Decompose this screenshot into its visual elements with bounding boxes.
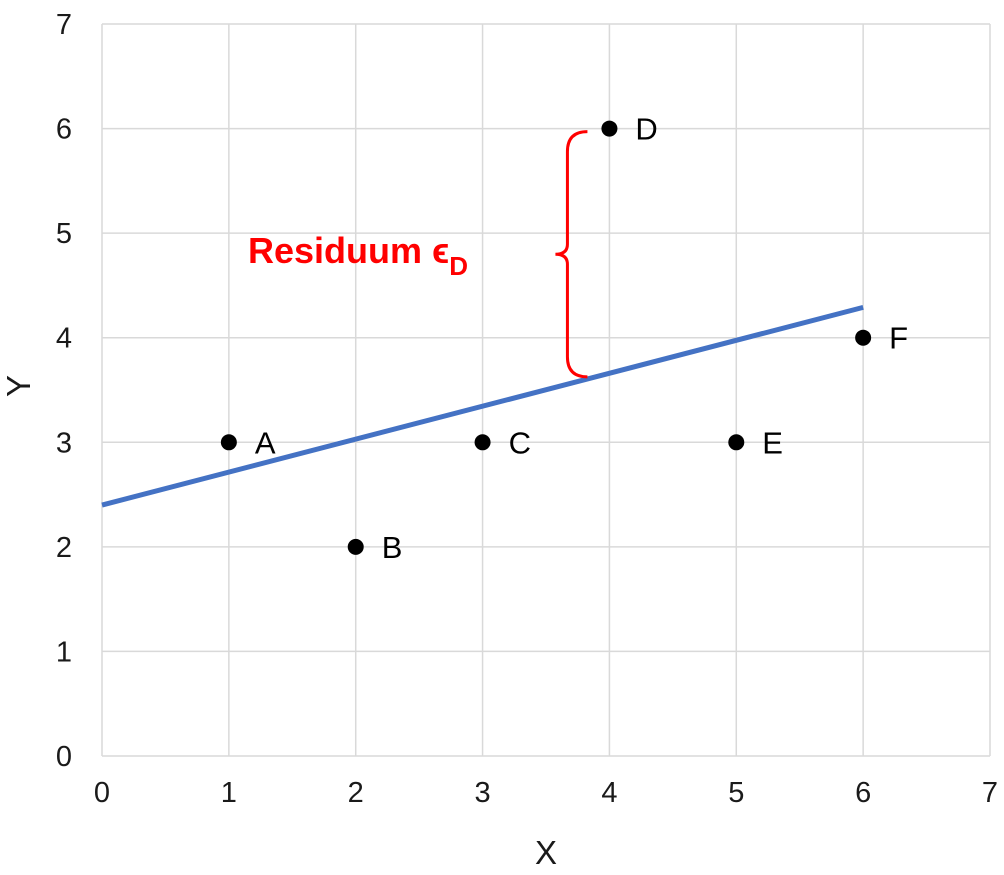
- y-tick-label-6: 6: [56, 114, 72, 146]
- residual-annotation-text: Residuum ϵ: [248, 230, 449, 271]
- y-tick-label-0: 0: [56, 741, 72, 773]
- y-axis-title: Y: [0, 375, 37, 397]
- x-tick-label-7: 7: [982, 777, 998, 809]
- data-points: A B C D E F: [220, 112, 908, 565]
- x-axis-ticks: 0 1 2 3 4 5 6 7: [94, 777, 998, 809]
- x-tick-label-6: 6: [855, 777, 871, 809]
- point-d: [601, 120, 618, 137]
- x-tick-label-4: 4: [601, 777, 617, 809]
- x-tick-label-2: 2: [348, 777, 364, 809]
- x-axis-title: X: [535, 834, 557, 871]
- regression-line: [101, 304, 864, 508]
- point-label-b: B: [382, 530, 403, 565]
- y-axis-ticks: 0 1 2 3 4 5 6 7: [56, 9, 72, 773]
- x-tick-label-1: 1: [221, 777, 237, 809]
- x-tick-label-0: 0: [94, 777, 110, 809]
- y-tick-label-4: 4: [56, 323, 72, 355]
- residual-brace: [555, 130, 588, 379]
- y-tick-label-1: 1: [56, 636, 72, 668]
- point-label-d: D: [635, 112, 657, 147]
- point-label-e: E: [762, 425, 783, 460]
- point-c: [474, 434, 491, 451]
- point-e: [728, 434, 745, 451]
- point-label-a: A: [255, 425, 276, 460]
- y-tick-label-2: 2: [56, 532, 72, 564]
- y-tick-label-3: 3: [56, 427, 72, 459]
- residual-annotation-subscript: D: [449, 251, 468, 281]
- x-tick-label-3: 3: [475, 777, 491, 809]
- point-f: [855, 329, 872, 346]
- x-tick-label-5: 5: [728, 777, 744, 809]
- point-label-f: F: [889, 321, 908, 356]
- point-label-c: C: [509, 425, 531, 460]
- y-tick-label-5: 5: [56, 218, 72, 250]
- residual-annotation: Residuum ϵD: [248, 230, 468, 281]
- y-tick-label-7: 7: [56, 9, 72, 41]
- grid-lines: [101, 23, 991, 757]
- point-a: [220, 434, 237, 451]
- point-b: [347, 538, 364, 555]
